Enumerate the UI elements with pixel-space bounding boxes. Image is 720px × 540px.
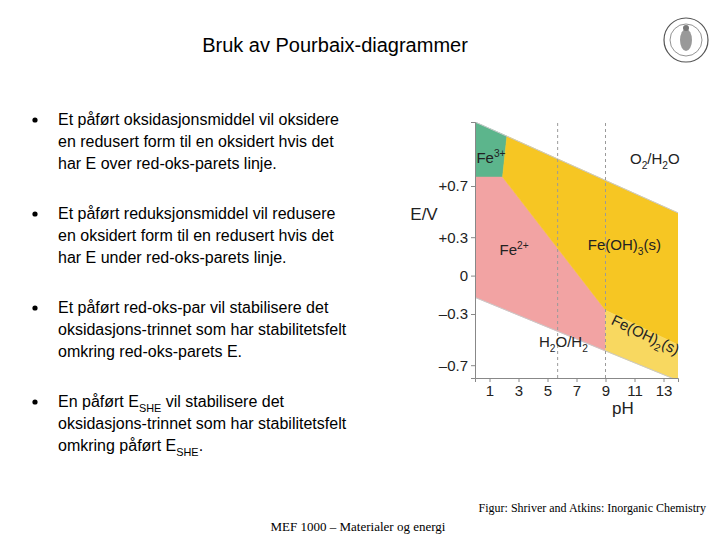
- logo: [664, 18, 708, 62]
- bullet-line: Et påført oksidasjonsmiddel vil oksidere: [58, 111, 339, 128]
- text-segment: En påført E: [58, 393, 139, 410]
- plot-area: [475, 122, 678, 378]
- title: Bruk av Pourbaix-diagrammer: [202, 34, 468, 56]
- text-segment: 2: [582, 343, 588, 354]
- y-tick: 0: [460, 267, 475, 284]
- bullet-line: Et påført red-oks-par vil stabilisere de…: [58, 299, 329, 316]
- text-segment: O/H: [556, 333, 583, 350]
- text-segment: omkring påført E: [58, 437, 176, 454]
- text-segment: Fe(OH): [588, 236, 638, 253]
- text-segment: Et påført oksidasjonsmiddel vil oksidere: [58, 111, 339, 128]
- text-segment: (s): [659, 335, 682, 358]
- text-segment: vil stabilisere det: [161, 393, 284, 410]
- y-tick-mark: [471, 314, 475, 315]
- y-tick-label: 0: [460, 267, 468, 284]
- line-label: O2/H2O: [630, 150, 680, 171]
- bullet-line: en oksidert form til en redusert hvis de…: [58, 227, 334, 244]
- y-tick-label: +0.3: [438, 229, 468, 246]
- region-label: Fe3+: [476, 148, 505, 166]
- text-segment: Fe: [476, 149, 494, 166]
- bullet-line: omkring påført ESHE.: [58, 437, 203, 458]
- bullet-dot: [32, 117, 37, 122]
- bullet-line: En påført ESHE vil stabilisere det: [58, 393, 285, 414]
- slide: Bruk av Pourbaix-diagrammer Et påført oks…: [0, 0, 720, 540]
- bullet-line: har E under red-oks-parets linje.: [58, 249, 287, 266]
- text-segment: oksidasjons-trinnet som har stabilitetsf…: [58, 321, 347, 338]
- y-axis-title: E/V: [410, 205, 438, 224]
- labels: Fe3+Fe2+Fe(OH)3(s)Fe(OH)2(s)O2/H2OH2O/H2: [476, 148, 682, 362]
- x-tick: 5: [544, 378, 552, 399]
- y-tick: –0.3: [439, 305, 475, 322]
- text-segment: 2+: [517, 240, 529, 251]
- x-tick-label: 11: [627, 382, 643, 399]
- bullet-line: oksidasjons-trinnet som har stabilitetsf…: [58, 321, 347, 338]
- text-segment: en redusert form til en oksidert hvis de…: [58, 133, 334, 150]
- bullet-line: Et påført reduksjonsmiddel vil redusere: [58, 205, 336, 222]
- y-tick-label: –0.7: [439, 357, 468, 374]
- text-segment: (s): [643, 236, 661, 253]
- text-segment: Et påført red-oks-par vil stabilisere de…: [58, 299, 329, 316]
- bullet-line: omkring red-oks-parets E.: [58, 343, 242, 360]
- x-tick: 13: [656, 378, 673, 399]
- bullet-dot: [32, 305, 37, 310]
- region-label: Fe(OH)3(s): [588, 236, 661, 257]
- y-tick-mark: [471, 237, 475, 238]
- x-axis-title: pH: [612, 399, 634, 418]
- region: [503, 136, 678, 345]
- x-tick: 7: [573, 378, 581, 399]
- x-axis: 135791113: [476, 378, 679, 399]
- text-segment: Et påført reduksjonsmiddel vil redusere: [58, 205, 336, 222]
- y-tick-mark: [471, 276, 475, 277]
- x-tick: 3: [515, 378, 523, 399]
- text-segment: har E under red-oks-parets linje.: [58, 249, 287, 266]
- text-segment: 3+: [494, 148, 506, 159]
- bullet-dot: [32, 399, 37, 404]
- x-tick-label: 5: [544, 382, 552, 399]
- text-segment: oksidasjons-trinnet som har stabilitetsf…: [58, 415, 347, 432]
- bullet-dot: [32, 211, 37, 216]
- footer: MEF 1000 – Materialer og energi: [271, 519, 446, 534]
- x-tick: 9: [602, 378, 610, 399]
- text-segment: .: [199, 437, 203, 454]
- y-tick-label: –0.3: [439, 305, 468, 322]
- bullet-line: har E over red-oks-parets linje.: [58, 155, 277, 172]
- y-tick-label: +0.7: [438, 177, 468, 194]
- x-tick: 11: [627, 378, 643, 399]
- y-axis-line: [471, 123, 476, 379]
- text-segment: en oksidert form til en redusert hvis de…: [58, 227, 334, 244]
- region-label: Fe(OH)2(s): [607, 311, 682, 361]
- y-tick-mark: [471, 365, 475, 366]
- x-tick-label: 7: [573, 382, 581, 399]
- boundary-line: [475, 297, 678, 378]
- text-segment: H: [539, 333, 550, 350]
- x-tick-label: 9: [602, 382, 610, 399]
- text-segment: Fe: [500, 241, 518, 258]
- y-tick: –0.7: [439, 357, 475, 374]
- x-tick-label: 3: [515, 382, 523, 399]
- text-segment: SHE: [139, 402, 161, 414]
- x-tick-label: 1: [486, 382, 494, 399]
- bullet-line: oksidasjons-trinnet som har stabilitetsf…: [58, 415, 347, 432]
- region: [475, 122, 507, 177]
- text-segment: O: [630, 150, 642, 167]
- y-tick: +0.7: [438, 177, 475, 194]
- y-axis: +0.7 +0.3 0 –0.3 –0.7: [438, 123, 475, 379]
- caption: Figur: Shriver and Atkins: Inorganic Che…: [479, 501, 706, 515]
- chart: Fe3+Fe2+Fe(OH)3(s)Fe(OH)2(s)O2/H2OH2O/H2…: [410, 122, 682, 418]
- y-tick-mark: [471, 186, 475, 187]
- region-label: Fe2+: [500, 240, 529, 258]
- x-tick-label: 13: [656, 382, 673, 399]
- x-tick: 1: [486, 378, 494, 399]
- line-label: H2O/H2: [539, 333, 588, 354]
- bullet-line: en redusert form til en oksidert hvis de…: [58, 133, 334, 150]
- text-segment: SHE: [176, 446, 198, 458]
- text-segment: omkring red-oks-parets E.: [58, 343, 242, 360]
- y-tick: +0.3: [438, 229, 475, 246]
- text-segment: O: [668, 150, 680, 167]
- text-segment: Fe(OH): [609, 311, 661, 348]
- boundary-line: [475, 122, 678, 213]
- text-segment: /H: [647, 150, 662, 167]
- text-segment: har E over red-oks-parets linje.: [58, 155, 277, 172]
